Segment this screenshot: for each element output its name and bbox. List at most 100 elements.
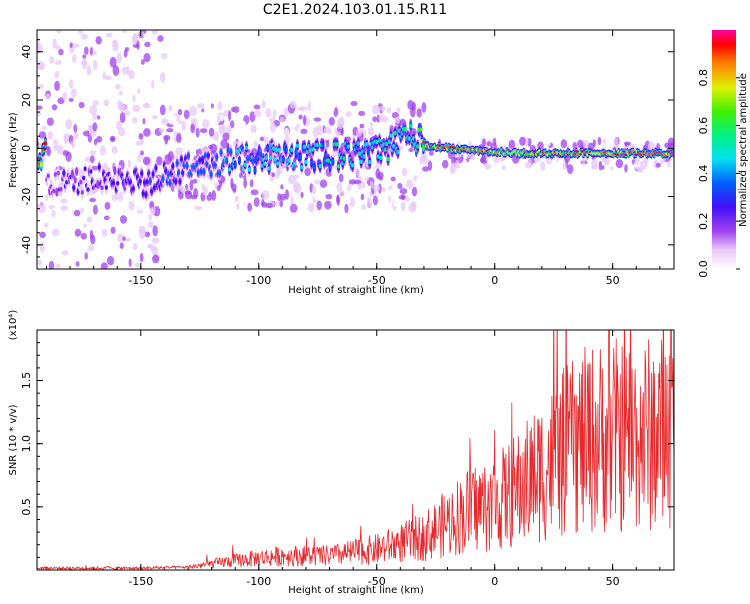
spectrogram-ridge-cell [416, 144, 420, 149]
spectrogram-ridge-cell [247, 167, 251, 172]
spectrogram-ridge-cell [251, 158, 256, 164]
spectrogram-noise-blob [62, 91, 68, 101]
spectrogram-noise-blob [194, 139, 201, 150]
spectrogram-noise-blob [211, 190, 217, 201]
spectrogram-ridge-cell [419, 127, 423, 132]
spectrogram-ridge-cell [72, 185, 76, 190]
spectrogram-noise-blob [633, 160, 641, 169]
spectrogram-ridge-cell [73, 176, 77, 182]
spectrogram-noise-blob [322, 132, 331, 141]
spectrogram-noise-blob [199, 128, 208, 134]
spectrogram-noise-blob [613, 137, 619, 148]
spectrogram-ridge-cell [152, 185, 157, 190]
spectrogram-ridge-cell [80, 190, 84, 195]
spectrogram-noise-blob [128, 69, 135, 80]
spectrogram-noise-blob [386, 107, 392, 114]
spectrogram-ridge-cell [79, 179, 83, 185]
spectrogram-noise-blob [112, 65, 120, 76]
spectrogram-noise-blob [242, 189, 248, 200]
spectrogram-ridge-cell [215, 154, 219, 160]
spectrogram-noise-blob [54, 60, 62, 65]
spectrogram-noise-blob [195, 127, 200, 138]
spectrogram-noise-blob [486, 156, 494, 163]
colorbar-tick-label: 0.0 [697, 260, 710, 278]
spectrogram-noise-blob [52, 38, 58, 49]
spectrogram-noise-blob [313, 117, 322, 122]
spectrogram-noise-blob [144, 231, 151, 238]
spectrogram-ridge-cell [287, 158, 291, 163]
spectrogram-noise-blob [109, 56, 117, 68]
spectrogram-ridge-cell [111, 180, 116, 186]
snr-frame [36, 329, 675, 571]
spectrogram-noise-blob [163, 187, 169, 194]
spectrogram-noise-blob [177, 190, 184, 200]
spectrogram-noise-blob [61, 250, 69, 256]
spectrogram-ridge-cell [356, 141, 360, 146]
spectrogram-noise-blob [393, 200, 398, 207]
spectrogram-noise-blob [58, 48, 64, 56]
spectrogram-ridge-cell [409, 123, 413, 129]
spectrogram-noise-blob [189, 105, 198, 117]
snr-ytick-label: 1.0 [20, 435, 33, 453]
spectrogram-ridge-cell [294, 151, 298, 156]
spectrogram-noise-blob [311, 185, 317, 195]
spectrogram-noise-blob [184, 128, 191, 139]
spectrogram-noise-blob [396, 107, 401, 113]
spectrogram-noise-blob [39, 241, 45, 253]
spectrogram-noise-blob [178, 119, 182, 125]
spectrogram-noise-blob [335, 131, 341, 137]
spectrogram-ridge-cell [368, 159, 372, 165]
spectrogram-ridge-cell [100, 185, 104, 190]
spectrogram-ridge [37, 118, 674, 202]
spectrogram-noise-blob [356, 128, 362, 137]
spectrogram-ridge-cell [284, 147, 288, 153]
spectrogram-noise-blob [279, 116, 285, 123]
spectrogram-noise-blob [56, 144, 64, 155]
spectrogram-ytick-label: 40 [20, 45, 33, 59]
spectrogram-ridge-cell [46, 173, 50, 179]
spectrogram-noise-blob [325, 194, 333, 200]
spectrogram-noise-blob [347, 183, 352, 192]
spectrogram-noise-blob [138, 132, 144, 140]
spectrogram-noise-blob [562, 162, 567, 171]
spectrogram-noise-blob [199, 199, 207, 208]
spectrogram-noise-blob [279, 200, 283, 208]
spectrogram-ridge-cell [131, 186, 135, 191]
spectrogram-ridge-cell [195, 162, 199, 167]
spectrogram-ylabel: Frequency (Hz) [8, 112, 19, 188]
spectrogram-noise-blob [119, 242, 124, 249]
spectrogram-noise-blob [348, 179, 357, 185]
spectrogram-noise-blob [219, 114, 224, 121]
spectrogram-noise-blob [292, 174, 300, 179]
spectrogram-noise-blob [602, 138, 607, 144]
spectrogram-ridge-cell [83, 166, 87, 171]
spectrogram-ridge-cell [276, 161, 280, 166]
spectrogram-noise-blob [82, 130, 91, 137]
spectrogram-noise-blob [405, 154, 409, 164]
spectrogram-noise-blob [401, 194, 405, 201]
spectrogram-noise-blob [243, 178, 248, 189]
spectrogram-noise-blob [84, 252, 88, 260]
spectrogram-noise-blob [437, 152, 444, 164]
spectrogram-noise-blob [307, 202, 315, 213]
spectrogram-noise-blob [198, 111, 206, 117]
spectrogram-noise-blob [135, 140, 143, 146]
snr-xtick-label: 0 [491, 575, 498, 588]
spectrogram-noise-blob [91, 165, 99, 171]
spectrogram-noise-blob [408, 202, 416, 213]
spectrogram-noise-blob [208, 108, 212, 114]
spectrogram-noise-blob [89, 197, 97, 203]
spectrogram-noise-blob [140, 150, 144, 156]
spectrogram-noise-blob [106, 255, 115, 266]
spectrogram-noise-blob [191, 197, 200, 208]
spectrogram-noise-blob [139, 228, 146, 240]
spectrogram-noise-blob [394, 116, 401, 124]
spectrogram-noise-blob [71, 54, 77, 63]
spectrogram-noise-blob [219, 124, 227, 133]
spectrogram-noise-blob [97, 115, 101, 120]
spectrogram-ridge-cell [150, 189, 154, 194]
spectrogram-xlabel: Height of straight line (km) [288, 285, 424, 296]
spectrogram-noise-blob [271, 172, 276, 178]
spectrogram-noise-blob [211, 178, 216, 184]
spectrogram-noise-blob [234, 195, 239, 202]
